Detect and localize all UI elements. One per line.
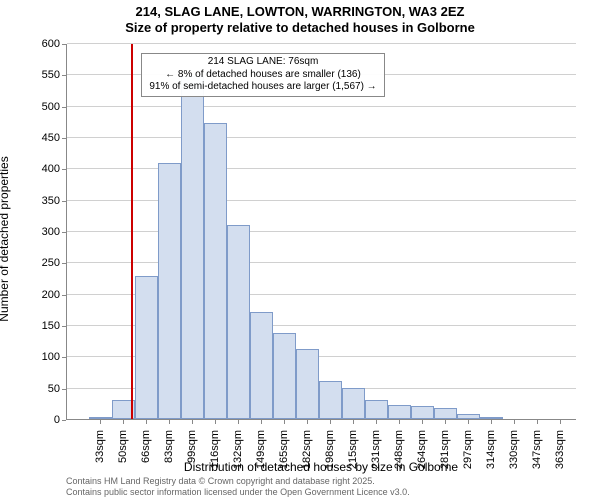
y-tick-label: 450 bbox=[26, 132, 60, 144]
y-tick-label: 300 bbox=[26, 226, 60, 238]
histogram-bar bbox=[480, 417, 503, 419]
x-tick-mark bbox=[238, 420, 239, 424]
y-tick-label: 250 bbox=[26, 257, 60, 269]
footer: Contains HM Land Registry data © Crown c… bbox=[66, 476, 410, 498]
x-tick-mark bbox=[422, 420, 423, 424]
histogram-bar bbox=[204, 123, 227, 419]
histogram-bar bbox=[89, 417, 112, 419]
histogram-bar bbox=[273, 333, 296, 419]
y-axis-title: Number of detached properties bbox=[0, 156, 11, 321]
footer-line-1: Contains HM Land Registry data © Crown c… bbox=[66, 476, 410, 487]
x-tick-mark bbox=[123, 420, 124, 424]
x-tick-mark bbox=[100, 420, 101, 424]
gridline bbox=[67, 231, 576, 232]
x-tick-mark bbox=[215, 420, 216, 424]
y-tick-mark bbox=[62, 420, 66, 421]
footer-line-2: Contains public sector information licen… bbox=[66, 487, 410, 498]
annotation-line-3: 91% of semi-detached houses are larger (… bbox=[147, 81, 379, 94]
y-tick-label: 100 bbox=[26, 351, 60, 363]
histogram-bar bbox=[181, 76, 204, 419]
x-tick-mark bbox=[445, 420, 446, 424]
annotation-box: 214 SLAG LANE: 76sqm ← 8% of detached ho… bbox=[141, 53, 385, 97]
histogram-bar bbox=[411, 406, 434, 419]
annotation-line-2: ← 8% of detached houses are smaller (136… bbox=[147, 69, 379, 82]
marker-line bbox=[131, 44, 133, 419]
histogram-bar bbox=[250, 312, 273, 419]
y-tick-label: 600 bbox=[26, 38, 60, 50]
histogram-bar bbox=[296, 349, 319, 419]
x-axis-title: Distribution of detached houses by size … bbox=[66, 460, 576, 474]
x-tick-mark bbox=[261, 420, 262, 424]
x-tick-mark bbox=[307, 420, 308, 424]
y-tick-label: 550 bbox=[26, 69, 60, 81]
gridline bbox=[67, 200, 576, 201]
x-tick-mark bbox=[284, 420, 285, 424]
x-tick-mark bbox=[399, 420, 400, 424]
gridline bbox=[67, 168, 576, 169]
gridline bbox=[67, 262, 576, 263]
histogram-bar bbox=[342, 388, 365, 419]
gridline bbox=[67, 43, 576, 44]
x-tick-mark bbox=[560, 420, 561, 424]
histogram-bar bbox=[135, 276, 158, 419]
gridline bbox=[67, 106, 576, 107]
y-tick-label: 350 bbox=[26, 195, 60, 207]
title-line-2: Size of property relative to detached ho… bbox=[0, 20, 600, 36]
chart-title: 214, SLAG LANE, LOWTON, WARRINGTON, WA3 … bbox=[0, 4, 600, 37]
y-tick-label: 400 bbox=[26, 163, 60, 175]
chart-container: 214, SLAG LANE, LOWTON, WARRINGTON, WA3 … bbox=[0, 0, 600, 500]
y-tick-label: 150 bbox=[26, 320, 60, 332]
x-tick-mark bbox=[514, 420, 515, 424]
histogram-bar bbox=[434, 408, 457, 419]
histogram-bar bbox=[158, 163, 181, 419]
y-tick-label: 500 bbox=[26, 101, 60, 113]
histogram-bar bbox=[365, 400, 388, 419]
y-tick-label: 0 bbox=[26, 414, 60, 426]
gridline bbox=[67, 137, 576, 138]
x-tick-mark bbox=[146, 420, 147, 424]
plot-area: 214 SLAG LANE: 76sqm ← 8% of detached ho… bbox=[66, 44, 576, 420]
x-tick-mark bbox=[353, 420, 354, 424]
x-tick-mark bbox=[192, 420, 193, 424]
x-tick-mark bbox=[376, 420, 377, 424]
title-line-1: 214, SLAG LANE, LOWTON, WARRINGTON, WA3 … bbox=[0, 4, 600, 20]
histogram-bar bbox=[227, 225, 250, 419]
x-tick-mark bbox=[169, 420, 170, 424]
histogram-bar bbox=[457, 414, 480, 419]
x-tick-mark bbox=[468, 420, 469, 424]
x-tick-mark bbox=[491, 420, 492, 424]
y-tick-label: 50 bbox=[26, 383, 60, 395]
y-tick-label: 200 bbox=[26, 289, 60, 301]
x-tick-mark bbox=[537, 420, 538, 424]
histogram-bar bbox=[388, 405, 411, 419]
histogram-bar bbox=[319, 381, 342, 419]
x-tick-mark bbox=[330, 420, 331, 424]
annotation-line-1: 214 SLAG LANE: 76sqm bbox=[147, 56, 379, 69]
